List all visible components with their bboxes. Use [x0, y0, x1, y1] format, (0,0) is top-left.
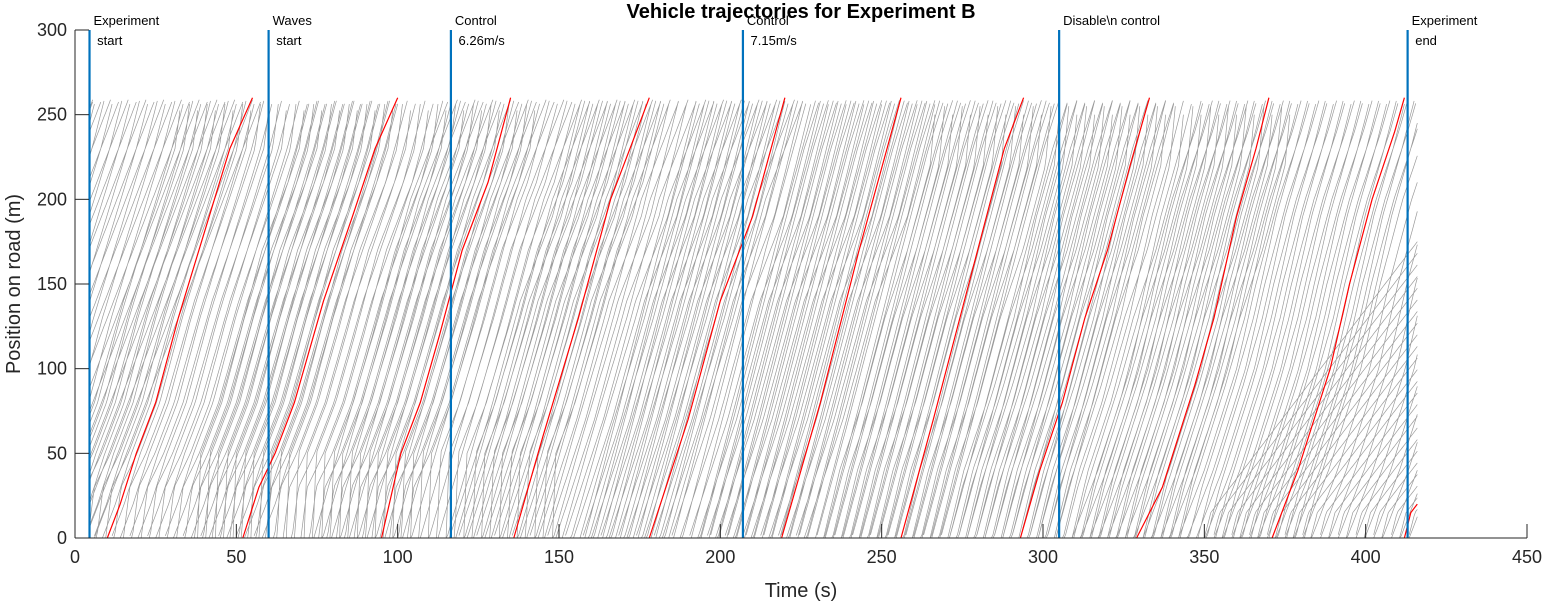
y-ticks: 0 50 100 150 200 250 300 — [37, 20, 89, 548]
chart-title: Vehicle trajectories for Experiment B — [626, 1, 975, 23]
x-tick-label: 100 — [383, 547, 413, 567]
y-tick-label: 100 — [37, 359, 67, 379]
x-axis-label: Time (s) — [765, 580, 838, 602]
event-label: Waves — [273, 13, 313, 28]
x-tick-label: 250 — [867, 547, 897, 567]
x-tick-label: 50 — [226, 547, 246, 567]
event-label: start — [273, 33, 302, 48]
y-tick-label: 50 — [47, 443, 67, 463]
x-tick-label: 150 — [544, 547, 574, 567]
event-label: Control — [747, 13, 789, 28]
highlight-trajectory — [106, 97, 1418, 539]
x-ticks: 0 50 100 150 200 250 300 350 400 450 — [70, 524, 1542, 567]
x-tick-label: 300 — [1028, 547, 1058, 567]
highlight-vehicle-line — [106, 97, 1418, 539]
x-tick-label: 400 — [1351, 547, 1381, 567]
follower-vehicle-lines — [89, 99, 1418, 539]
x-tick-label: 350 — [1189, 547, 1219, 567]
event-label: start — [94, 33, 123, 48]
event-label: Control — [455, 13, 497, 28]
x-tick-label: 200 — [705, 547, 735, 567]
y-tick-label: 250 — [37, 105, 67, 125]
y-axis-label: Position on road (m) — [3, 194, 25, 374]
x-tick-label: 450 — [1512, 547, 1542, 567]
y-tick-label: 200 — [37, 189, 67, 209]
event-label: end — [1412, 33, 1437, 48]
y-tick-label: 0 — [57, 528, 67, 548]
event-label: Experiment — [94, 13, 160, 28]
event-label: Disable\n control — [1063, 13, 1160, 28]
y-tick-label: 300 — [37, 20, 67, 40]
event-label: 7.15m/s — [747, 33, 797, 48]
event-label: Experiment — [1412, 13, 1478, 28]
event-markers: Experiment start Waves start Control 6.26m… — [88, 13, 1478, 538]
event-label: 6.26m/s — [455, 33, 505, 48]
x-tick-label: 0 — [70, 547, 80, 567]
y-tick-label: 150 — [37, 274, 67, 294]
follower-trajectories — [89, 99, 1418, 539]
